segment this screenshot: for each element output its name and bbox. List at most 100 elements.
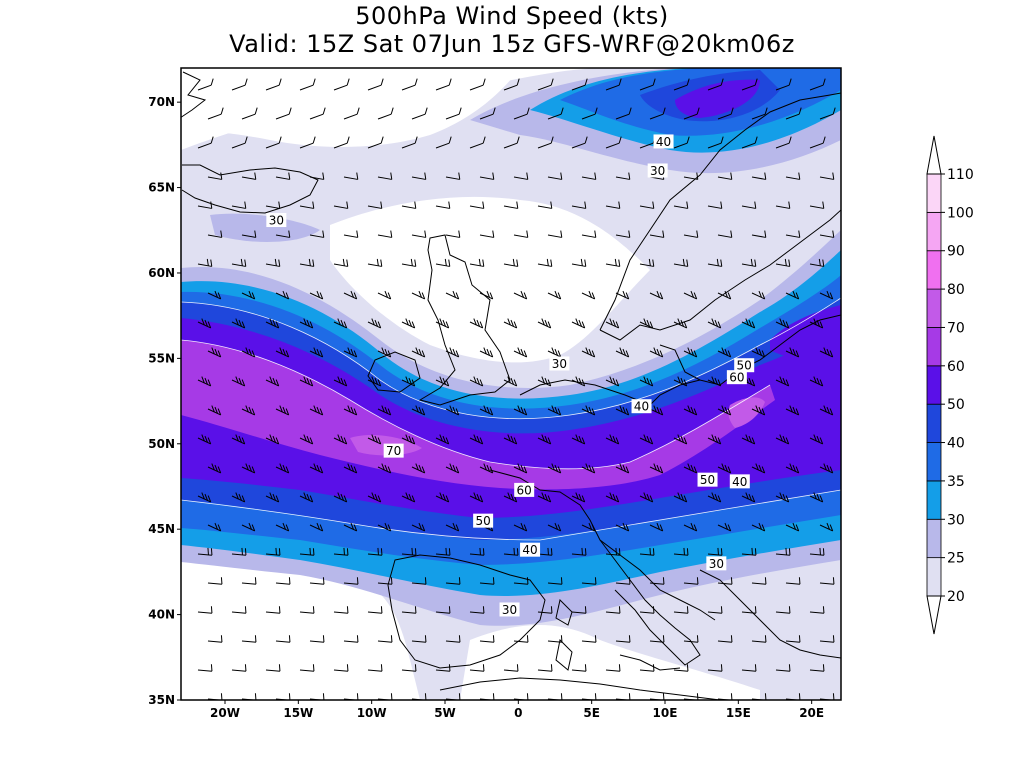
barb-flag bbox=[612, 319, 616, 327]
barb-flag bbox=[826, 464, 830, 472]
barb-flag bbox=[288, 577, 291, 585]
barb-shaft bbox=[197, 205, 212, 209]
barb-flag bbox=[792, 406, 796, 414]
wind-barb bbox=[683, 405, 698, 416]
barb-flag bbox=[418, 464, 422, 472]
barb-flag bbox=[241, 379, 246, 387]
wind-barb bbox=[377, 172, 393, 180]
barb-flag bbox=[609, 376, 613, 384]
barb-flag bbox=[547, 437, 552, 445]
contour-label-text: 30 bbox=[502, 603, 517, 617]
barb-flag bbox=[204, 493, 208, 501]
wind-barb bbox=[581, 230, 597, 238]
barb-flag bbox=[353, 292, 358, 300]
barb-shaft bbox=[513, 582, 528, 585]
barb-flag bbox=[758, 406, 762, 414]
barb-flag bbox=[784, 258, 787, 266]
barb-shaft bbox=[401, 553, 416, 556]
barb-shaft bbox=[479, 408, 493, 416]
colorbar-tick-label: 70 bbox=[947, 320, 965, 336]
wind-barb bbox=[411, 172, 427, 180]
contour-label-box bbox=[734, 358, 755, 373]
barb-flag bbox=[285, 292, 290, 300]
wind-barb bbox=[649, 230, 665, 238]
contour-label-box bbox=[514, 482, 535, 497]
barb-flag bbox=[795, 292, 800, 300]
barb-shaft bbox=[197, 84, 212, 91]
barb-flag bbox=[439, 376, 443, 384]
barb-flag bbox=[656, 406, 660, 414]
wind-barb bbox=[717, 522, 732, 532]
barb-shaft bbox=[469, 321, 483, 329]
barb-flag bbox=[206, 258, 209, 266]
barb-flag bbox=[711, 318, 715, 326]
barb-shaft bbox=[197, 553, 212, 556]
barb-flag bbox=[204, 435, 208, 443]
wind-barb bbox=[683, 172, 699, 180]
barb-flag bbox=[244, 201, 247, 209]
barb-shaft bbox=[367, 142, 382, 149]
barb-flag bbox=[306, 435, 310, 443]
barb-flag bbox=[520, 406, 524, 414]
barb-flag bbox=[516, 259, 519, 267]
barb-shaft bbox=[785, 582, 800, 585]
wind-barb bbox=[265, 201, 281, 209]
barb-shaft bbox=[717, 582, 732, 585]
barb-flag bbox=[445, 547, 447, 555]
wind-barb bbox=[469, 492, 484, 503]
barb-shaft bbox=[537, 669, 552, 672]
barb-flag bbox=[730, 693, 733, 700]
wind-barb bbox=[401, 606, 417, 614]
barb-flag bbox=[473, 376, 477, 384]
barb-flag bbox=[652, 664, 655, 672]
wind-barb bbox=[231, 78, 248, 91]
barb-flag bbox=[615, 321, 620, 329]
wind-barb bbox=[683, 290, 698, 300]
barb-flag bbox=[414, 664, 417, 672]
barb-shaft bbox=[639, 84, 654, 91]
colorbar-swatch bbox=[926, 365, 942, 405]
barb-shaft bbox=[411, 292, 425, 300]
wind-barb bbox=[275, 635, 291, 643]
wind-barb bbox=[469, 606, 485, 614]
barb-shaft bbox=[435, 379, 449, 387]
barb-flag bbox=[476, 377, 480, 385]
barb-shaft bbox=[707, 669, 722, 672]
barb-flag bbox=[408, 319, 412, 327]
barb-flag bbox=[813, 434, 817, 442]
barb-flag bbox=[662, 577, 665, 585]
contour-label-box bbox=[726, 370, 747, 385]
barb-shaft bbox=[615, 176, 630, 180]
barb-shaft bbox=[751, 524, 765, 532]
barb-flag bbox=[819, 495, 824, 503]
barb-flag bbox=[337, 376, 341, 384]
barb-flag bbox=[832, 577, 835, 585]
barb-flag bbox=[340, 319, 344, 327]
barb-flag bbox=[829, 292, 834, 300]
barb-shaft bbox=[377, 640, 392, 643]
barb-flag bbox=[823, 347, 827, 355]
barb-flag bbox=[618, 201, 621, 209]
wind-barb bbox=[367, 258, 383, 267]
barb-shaft bbox=[537, 205, 552, 209]
wind-barb bbox=[547, 405, 562, 416]
wind-barb bbox=[717, 347, 732, 358]
barb-shaft bbox=[673, 205, 688, 209]
barb-shaft bbox=[707, 205, 722, 209]
wind-barb bbox=[411, 522, 426, 532]
barb-flag bbox=[309, 547, 311, 555]
barb-shaft bbox=[309, 466, 323, 474]
barb-flag bbox=[448, 259, 451, 267]
barb-shaft bbox=[265, 263, 280, 267]
wind-barb bbox=[785, 577, 801, 585]
barb-flag bbox=[782, 493, 786, 501]
barb-flag bbox=[554, 464, 558, 472]
wind-barb bbox=[785, 635, 801, 643]
barb-flag bbox=[628, 693, 631, 700]
wind-barb bbox=[275, 290, 290, 300]
barb-flag bbox=[439, 318, 443, 326]
barb-shaft bbox=[615, 582, 630, 585]
barb-flag bbox=[656, 522, 660, 530]
barb-flag bbox=[614, 258, 617, 266]
wind-barb bbox=[411, 230, 427, 238]
